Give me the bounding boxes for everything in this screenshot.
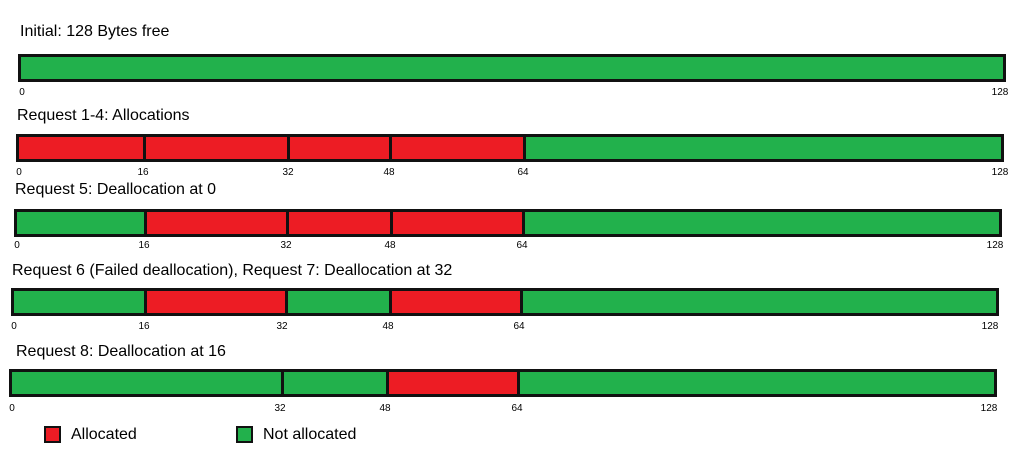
tick-label: 64 bbox=[516, 240, 528, 251]
allocated-block bbox=[144, 291, 285, 313]
memory-bar-request-8 bbox=[9, 369, 997, 397]
free-block bbox=[14, 291, 144, 313]
allocated-block bbox=[286, 212, 390, 234]
memory-bar-initial bbox=[18, 54, 1006, 82]
tick-label: 32 bbox=[274, 403, 286, 414]
tick-label: 16 bbox=[137, 167, 149, 178]
legend-label-allocated: Allocated bbox=[71, 425, 137, 443]
tick-label: 0 bbox=[9, 403, 15, 414]
row-title-request-6-7: Request 6 (Failed deallocation), Request… bbox=[12, 262, 453, 279]
allocated-block bbox=[287, 137, 389, 159]
allocated-block bbox=[143, 137, 287, 159]
tick-label: 128 bbox=[980, 403, 998, 414]
allocated-block bbox=[390, 212, 522, 234]
legend-label-not-allocated: Not allocated bbox=[263, 425, 357, 443]
tick-label: 128 bbox=[991, 167, 1009, 178]
tick-label: 16 bbox=[138, 321, 150, 332]
tick-label: 0 bbox=[11, 321, 17, 332]
tick-label: 128 bbox=[991, 87, 1009, 98]
tick-label: 16 bbox=[138, 240, 150, 251]
allocated-block bbox=[386, 372, 517, 394]
free-block bbox=[520, 291, 996, 313]
tick-label: 0 bbox=[16, 167, 22, 178]
allocated-block bbox=[389, 137, 523, 159]
tick-label: 32 bbox=[282, 167, 294, 178]
memory-bar-request-5 bbox=[14, 209, 1002, 237]
free-block bbox=[517, 372, 994, 394]
tick-label: 0 bbox=[14, 240, 20, 251]
row-title-request-8: Request 8: Deallocation at 16 bbox=[16, 343, 226, 360]
allocated-block bbox=[389, 291, 520, 313]
free-block bbox=[17, 212, 144, 234]
allocated-block bbox=[19, 137, 143, 159]
allocated-block bbox=[144, 212, 286, 234]
tick-label: 32 bbox=[276, 321, 288, 332]
tick-label: 48 bbox=[384, 240, 396, 251]
tick-label: 48 bbox=[379, 403, 391, 414]
tick-label: 0 bbox=[19, 87, 25, 98]
legend-allocated: Allocated bbox=[44, 426, 137, 443]
not-allocated-swatch-icon bbox=[236, 426, 253, 443]
row-title-request-1-4: Request 1-4: Allocations bbox=[17, 107, 190, 124]
tick-label: 32 bbox=[280, 240, 292, 251]
tick-label: 128 bbox=[981, 321, 999, 332]
row-title-initial: Initial: 128 Bytes free bbox=[20, 23, 170, 40]
free-block bbox=[523, 137, 1001, 159]
tick-label: 64 bbox=[513, 321, 525, 332]
tick-label: 64 bbox=[517, 167, 529, 178]
free-block bbox=[281, 372, 386, 394]
legend-not-allocated: Not allocated bbox=[236, 426, 356, 443]
allocated-swatch-icon bbox=[44, 426, 61, 443]
free-block bbox=[12, 372, 281, 394]
free-block bbox=[285, 291, 389, 313]
tick-label: 48 bbox=[383, 167, 395, 178]
memory-bar-request-6-7 bbox=[11, 288, 999, 316]
free-block bbox=[522, 212, 999, 234]
tick-label: 128 bbox=[986, 240, 1004, 251]
memory-bar-request-1-4 bbox=[16, 134, 1004, 162]
free-block bbox=[21, 57, 1003, 79]
row-title-request-5: Request 5: Deallocation at 0 bbox=[15, 181, 217, 198]
tick-label: 64 bbox=[511, 403, 523, 414]
tick-label: 48 bbox=[382, 321, 394, 332]
